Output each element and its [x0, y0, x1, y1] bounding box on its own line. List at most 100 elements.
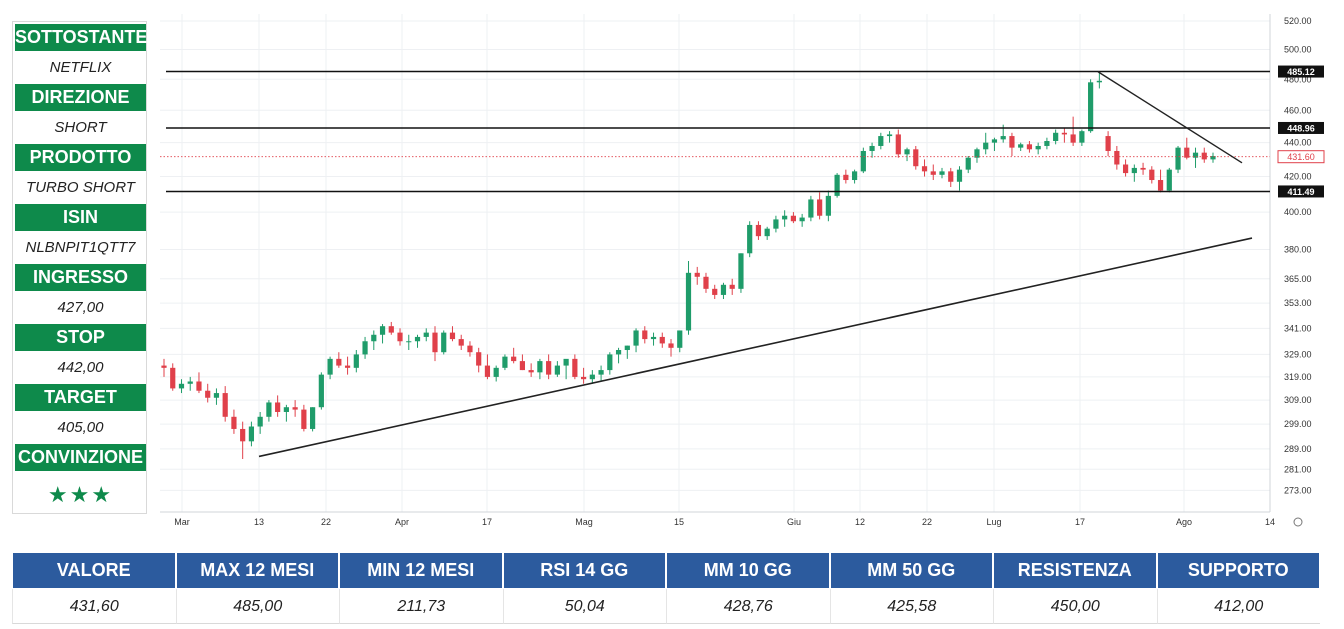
table-value-5: 425,58: [829, 589, 993, 624]
candle-body: [642, 330, 648, 340]
candle-body: [1175, 147, 1181, 170]
candle-body: [930, 171, 936, 175]
table-header-6: RESISTENZA: [994, 553, 1156, 588]
candle-body: [458, 339, 464, 346]
panel-label-0: SOTTOSTANTE: [15, 24, 147, 51]
candle-body: [266, 402, 272, 417]
candle-body: [869, 145, 875, 151]
candle-body: [729, 284, 735, 289]
candle-body: [939, 171, 945, 175]
candle-body: [991, 139, 998, 143]
table-header-0: VALORE: [13, 553, 175, 588]
panel-label-5: STOP: [15, 324, 146, 351]
candle-body: [720, 284, 727, 295]
x-tick-label: Ago: [1176, 517, 1192, 527]
candle-body: [773, 219, 779, 229]
y-tick-label: 460.00: [1284, 105, 1312, 115]
y-tick-label: 329.00: [1284, 349, 1312, 359]
candle-body: [1088, 82, 1094, 132]
x-tick-label: 14: [1265, 517, 1275, 527]
table-value-7: 412,00: [1156, 589, 1320, 624]
candle-body: [747, 224, 753, 254]
candle-body: [685, 272, 692, 331]
price-chart: 520.00 500.00 480.00 460.00 440.00 420.00 400.…: [160, 14, 1332, 530]
candle-body: [563, 358, 569, 366]
candle-body: [310, 407, 316, 429]
candle-body: [581, 376, 587, 380]
candle-body: [353, 354, 359, 368]
level-badge-1: [1278, 121, 1324, 134]
y-tick-label: 380.00: [1284, 244, 1312, 254]
candle-body: [624, 345, 630, 351]
panel-label-3: ISIN: [15, 204, 146, 231]
candle-body: [414, 336, 421, 342]
y-tick-label: 400.00: [1284, 207, 1312, 217]
candle-body: [956, 169, 963, 182]
level-label-0: 485.12: [1287, 67, 1315, 77]
candle-body: [1009, 136, 1015, 148]
x-tick-label: 22: [922, 517, 932, 527]
settings-icon[interactable]: [1293, 517, 1303, 527]
candle-body: [948, 171, 954, 182]
candle-body: [904, 149, 910, 155]
y-tick-label: 319.00: [1284, 372, 1312, 382]
candle-body: [476, 352, 482, 366]
candle-body: [257, 416, 263, 427]
last-price-label: 431.60: [1287, 152, 1315, 162]
x-tick-label: 13: [254, 517, 264, 527]
candle-body: [371, 334, 377, 342]
last-price-badge: [1277, 150, 1325, 164]
y-tick-label: 500.00: [1284, 45, 1312, 55]
panel-value-0: NETFLIX: [49, 59, 112, 76]
table-header-2: MIN 12 MESI: [340, 553, 502, 588]
y-tick-label: 353.00: [1284, 298, 1312, 308]
candle-body: [694, 272, 700, 277]
candle-body: [983, 142, 989, 150]
y-tick-label: 341.00: [1284, 323, 1312, 333]
panel-label-6: TARGET: [15, 384, 146, 411]
candle-body: [817, 199, 823, 216]
y-tick-label: 309.00: [1284, 395, 1312, 405]
candle-body: [825, 195, 831, 216]
y-tick-label: 289.00: [1284, 444, 1312, 454]
candle-body: [1114, 150, 1120, 165]
level-label-2: 411.49: [1287, 187, 1314, 197]
candle-body: [546, 361, 552, 375]
table-value-4: 428,76: [666, 589, 830, 624]
table-header-7: SUPPORTO: [1157, 553, 1319, 588]
candle-body: [379, 326, 386, 335]
candle-body: [1166, 169, 1172, 191]
candle-body: [677, 330, 683, 348]
table-value-6: 450,00: [993, 589, 1157, 624]
x-tick-label: 17: [482, 517, 492, 527]
candle-body: [1053, 132, 1059, 142]
candle-body: [1149, 169, 1155, 181]
level-label-1: 448.96: [1287, 123, 1315, 133]
candle-body: [738, 253, 744, 289]
candle-body: [344, 365, 351, 368]
candle-body: [449, 332, 456, 340]
candle-body: [913, 149, 919, 167]
candle-body: [668, 343, 674, 348]
candle-body: [1061, 132, 1067, 135]
candle-body: [537, 361, 543, 373]
panel-value-1: SHORT: [54, 119, 107, 136]
candle-body: [502, 356, 508, 368]
candle-body: [974, 149, 980, 158]
candle-body: [1140, 167, 1146, 170]
candle-body: [790, 215, 796, 222]
panel-value-4: 427,00: [57, 299, 104, 316]
panel-label-1: DIREZIONE: [15, 84, 146, 111]
candle-body: [843, 174, 849, 181]
y-tick-label: 520.00: [1284, 16, 1312, 26]
candle-body: [554, 365, 560, 375]
candle-body: [1201, 152, 1207, 160]
panel-value-5: 442,00: [57, 359, 104, 376]
panel-value-6: 405,00: [57, 419, 104, 436]
x-tick-label: 15: [674, 517, 684, 527]
candle-body: [878, 136, 884, 146]
candle-body: [406, 341, 412, 343]
candle-body: [213, 393, 220, 398]
candle-body: [965, 157, 971, 170]
candle-body: [283, 407, 289, 412]
